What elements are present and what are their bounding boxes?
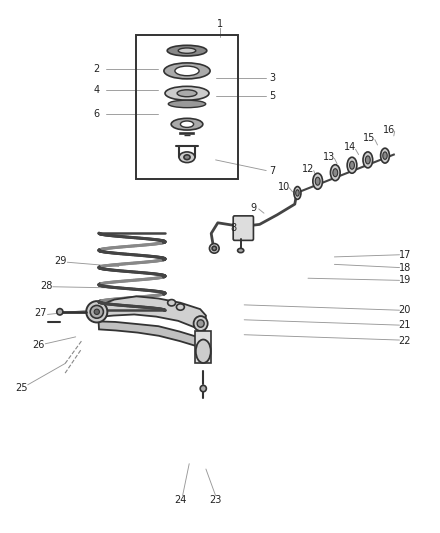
Ellipse shape <box>200 385 206 392</box>
Ellipse shape <box>180 121 194 127</box>
Ellipse shape <box>313 173 323 189</box>
Ellipse shape <box>57 309 63 315</box>
Text: 6: 6 <box>94 109 100 119</box>
Ellipse shape <box>90 305 103 318</box>
Text: 13: 13 <box>323 152 335 161</box>
Text: 16: 16 <box>383 125 396 135</box>
Ellipse shape <box>349 161 355 169</box>
Ellipse shape <box>184 155 190 160</box>
Ellipse shape <box>383 152 387 159</box>
Ellipse shape <box>165 86 209 100</box>
Ellipse shape <box>196 340 211 363</box>
Text: 2: 2 <box>94 64 100 74</box>
Text: 29: 29 <box>55 256 67 266</box>
Ellipse shape <box>296 190 299 196</box>
Text: 8: 8 <box>230 223 236 233</box>
Text: 4: 4 <box>94 85 100 94</box>
Text: 22: 22 <box>399 336 411 346</box>
Ellipse shape <box>209 244 219 253</box>
Ellipse shape <box>238 248 244 253</box>
Text: 28: 28 <box>40 281 52 290</box>
Ellipse shape <box>194 316 208 331</box>
Ellipse shape <box>315 177 320 185</box>
Text: 19: 19 <box>399 276 411 285</box>
Ellipse shape <box>330 165 340 181</box>
Text: 27: 27 <box>34 309 47 318</box>
Text: 1: 1 <box>217 19 223 29</box>
Text: 7: 7 <box>270 166 276 175</box>
Ellipse shape <box>347 157 357 173</box>
Text: 18: 18 <box>399 263 411 272</box>
FancyBboxPatch shape <box>195 331 211 363</box>
Ellipse shape <box>164 63 210 79</box>
Text: 21: 21 <box>399 320 411 330</box>
FancyBboxPatch shape <box>233 216 253 240</box>
Text: 25: 25 <box>15 383 27 393</box>
Text: 26: 26 <box>33 341 45 350</box>
Ellipse shape <box>168 100 205 108</box>
Ellipse shape <box>179 152 195 163</box>
Ellipse shape <box>175 66 199 76</box>
Text: 17: 17 <box>399 250 411 260</box>
Ellipse shape <box>176 304 184 310</box>
Polygon shape <box>97 296 206 336</box>
Ellipse shape <box>294 187 301 199</box>
Ellipse shape <box>168 300 176 306</box>
Text: 5: 5 <box>270 91 276 101</box>
Text: 23: 23 <box>209 495 222 505</box>
Ellipse shape <box>333 168 338 176</box>
FancyBboxPatch shape <box>180 133 194 134</box>
Ellipse shape <box>94 309 99 314</box>
Ellipse shape <box>381 148 389 163</box>
Ellipse shape <box>212 246 216 251</box>
Text: 24: 24 <box>174 495 187 505</box>
Text: 10: 10 <box>278 182 290 191</box>
Ellipse shape <box>197 320 204 327</box>
Text: 20: 20 <box>399 305 411 315</box>
Text: 14: 14 <box>344 142 356 152</box>
Text: 3: 3 <box>270 73 276 83</box>
Polygon shape <box>99 321 202 351</box>
Ellipse shape <box>363 152 373 168</box>
Ellipse shape <box>171 118 203 130</box>
Ellipse shape <box>167 45 207 56</box>
Ellipse shape <box>178 48 196 53</box>
Text: 15: 15 <box>363 133 376 142</box>
Ellipse shape <box>177 90 197 97</box>
Text: 9: 9 <box>250 203 256 213</box>
Ellipse shape <box>86 301 107 322</box>
Ellipse shape <box>365 156 370 164</box>
Text: 12: 12 <box>302 165 314 174</box>
